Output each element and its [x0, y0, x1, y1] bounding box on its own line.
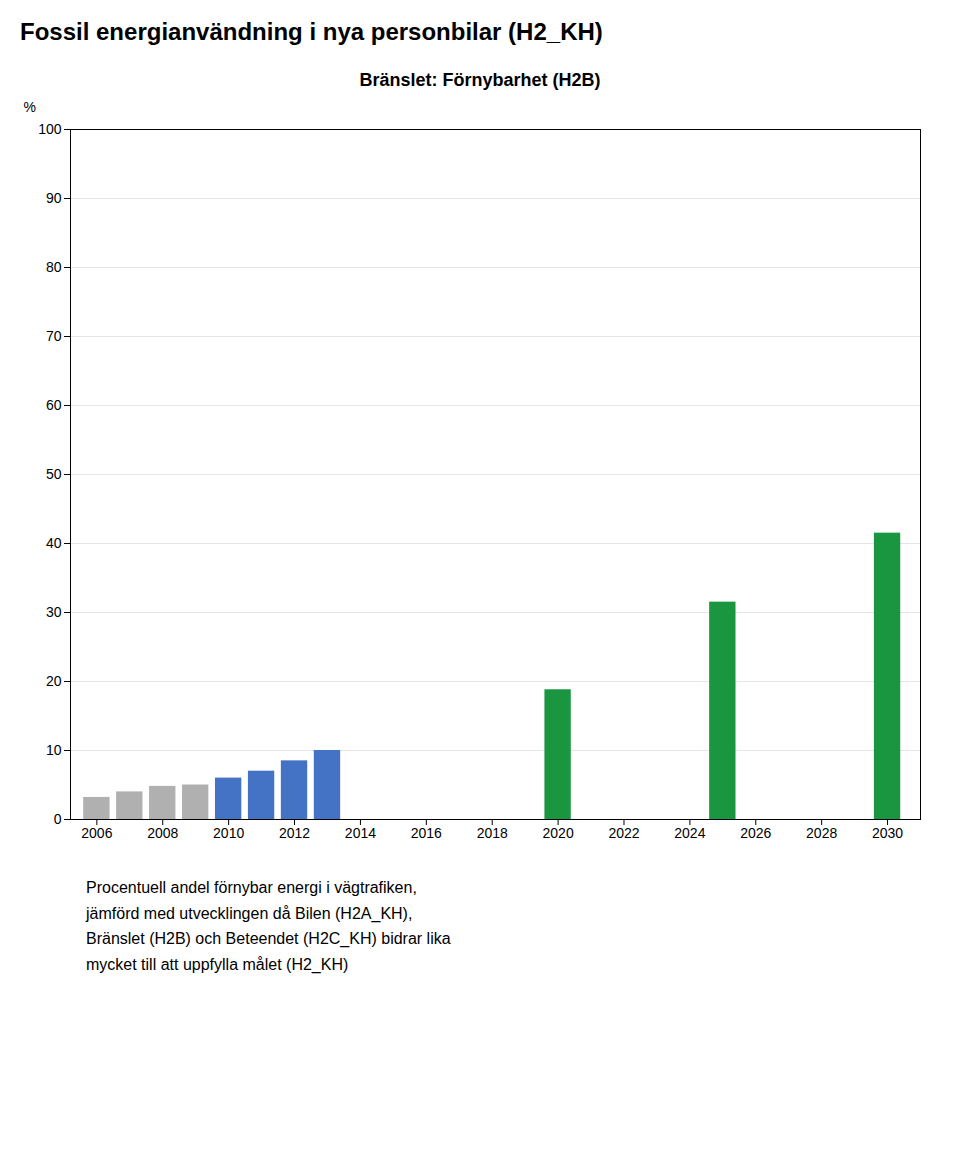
svg-text:100: 100 — [38, 121, 62, 137]
svg-text:2030: 2030 — [872, 825, 903, 841]
svg-text:2006: 2006 — [81, 825, 112, 841]
svg-text:2010: 2010 — [213, 825, 244, 841]
svg-text:2022: 2022 — [608, 825, 639, 841]
svg-text:0: 0 — [54, 811, 62, 827]
html-text:mycket till att uppfylla målet: mycket till att uppfylla målet (H2_KH) — [86, 955, 349, 973]
html-text:jämförd med utvecklingen då Bi: jämförd med utvecklingen då Bilen (H2A_K… — [86, 904, 413, 922]
html-text:Bränslet: Förnybarhet (H2B): Bränslet: Förnybarhet (H2B) — [359, 70, 601, 90]
html-text:Bränslet (H2B) och Beteendet (: Bränslet (H2B) och Beteendet (H2C_KH) bi… — [86, 930, 451, 948]
html-text:Fossil energianvändning i nya: Fossil energianvändning i nya personbila… — [20, 18, 603, 45]
svg-text:2018: 2018 — [477, 825, 508, 841]
svg-text:40: 40 — [46, 535, 62, 551]
svg-text:2028: 2028 — [806, 825, 837, 841]
svg-text:50: 50 — [46, 466, 62, 482]
svg-text:%: % — [24, 99, 36, 115]
svg-text:2024: 2024 — [674, 825, 705, 841]
svg-text:2026: 2026 — [740, 825, 771, 841]
svg-text:2008: 2008 — [147, 825, 178, 841]
svg-text:30: 30 — [46, 604, 62, 620]
svg-text:20: 20 — [46, 673, 62, 689]
svg-text:2014: 2014 — [345, 825, 376, 841]
svg-text:60: 60 — [46, 397, 62, 413]
svg-text:10: 10 — [46, 742, 62, 758]
svg-text:2016: 2016 — [411, 825, 442, 841]
svg-text:90: 90 — [46, 190, 62, 206]
svg-text:80: 80 — [46, 259, 62, 275]
svg-text:70: 70 — [46, 328, 62, 344]
svg-text:2020: 2020 — [543, 825, 574, 841]
html-text:Procentuell andel förnybar ene: Procentuell andel förnybar energi i vägt… — [86, 879, 417, 896]
svg-text:2012: 2012 — [279, 825, 310, 841]
